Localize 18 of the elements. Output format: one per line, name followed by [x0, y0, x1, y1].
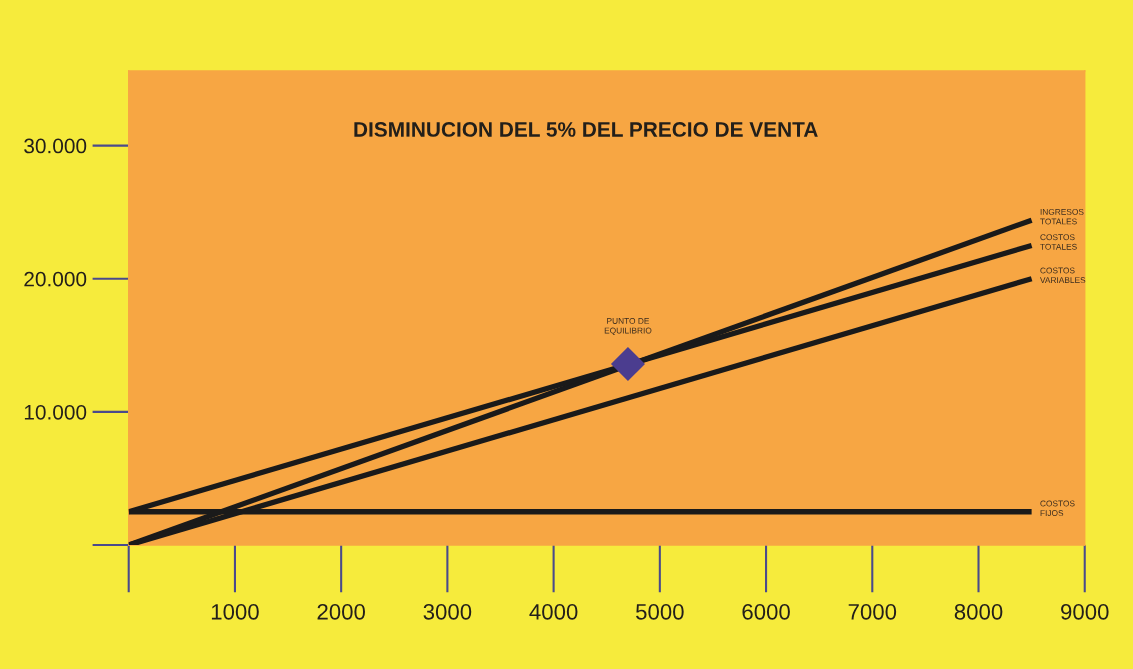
x-tick-label: 8000: [954, 603, 1003, 620]
x-tick-label: 1000: [211, 603, 259, 620]
x-tick-label: 4000: [529, 603, 578, 620]
series-label: INGRESOS TOTALES: [1040, 208, 1084, 225]
series-label: COSTOS VARIABLES: [1039, 267, 1086, 283]
x-tick-label: 2000: [317, 603, 366, 620]
x-tick-label: 3000: [423, 603, 472, 620]
y-tick-label: 20.000: [24, 271, 87, 287]
text: DISMINUCION DEL 5% DEL PRECIO DE VENTA: [354, 122, 818, 137]
x-tick-label: 6000: [742, 603, 790, 620]
y-tick-label: 30.000: [24, 138, 87, 154]
x-tick-label: 7000: [848, 603, 897, 620]
series-label: COSTOS TOTALES: [1040, 234, 1077, 250]
x-tick-label: 9000: [1061, 603, 1109, 620]
text: PUNTO DE EQUILIBRIO: [604, 318, 652, 335]
y-tick-label: 10.000: [24, 404, 87, 420]
x-tick-label: 5000: [636, 603, 684, 620]
series-label: COSTOS FIJOS: [1040, 500, 1075, 516]
